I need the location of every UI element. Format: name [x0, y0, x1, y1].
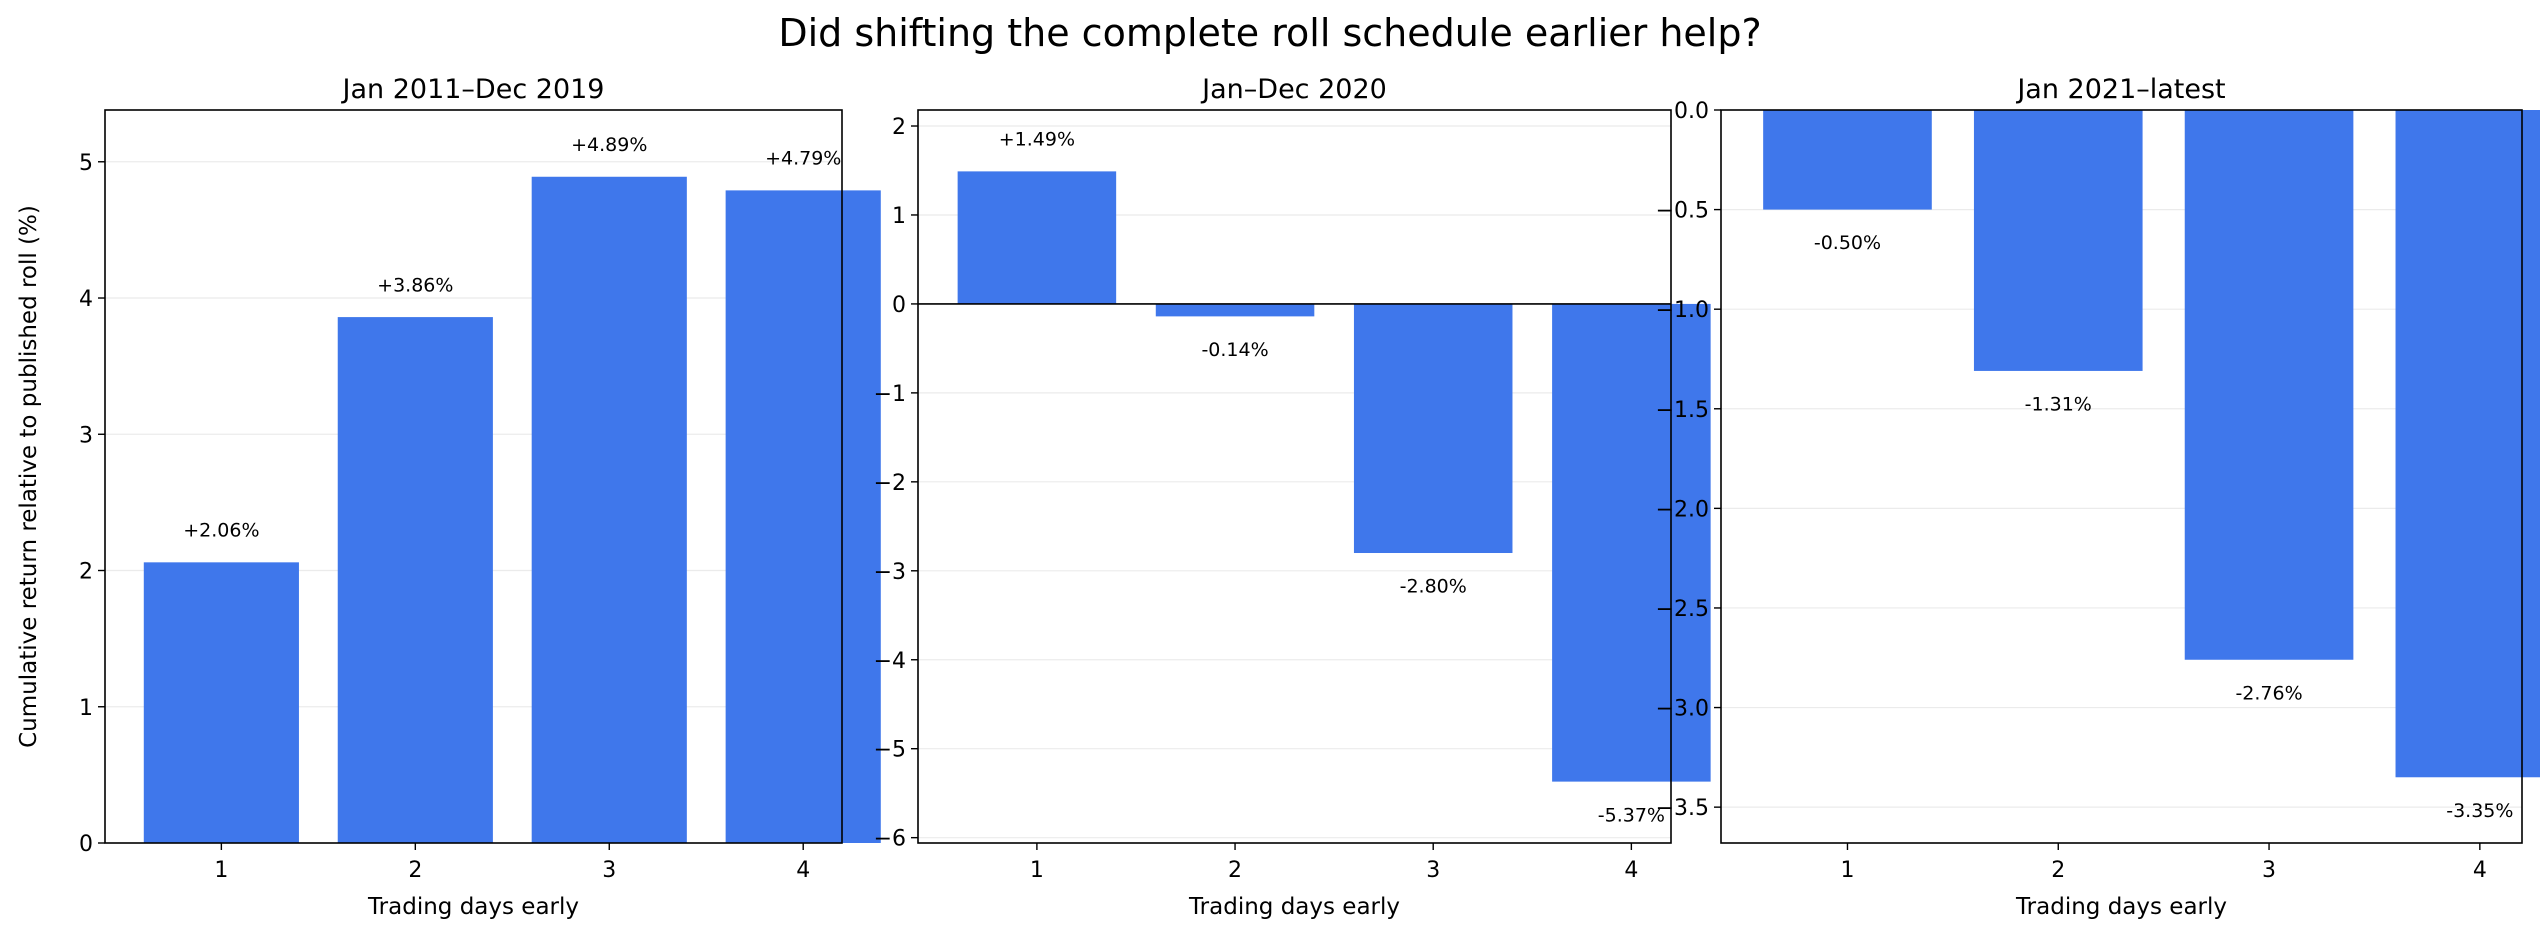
data-label-2011-2019-1: +2.06%	[183, 520, 259, 542]
ytick-label-2021-latest-0: −3.5	[1656, 796, 1709, 821]
xtick-label-2021-latest-4: 4	[2473, 858, 2487, 883]
bar-2011-2019-2	[337, 317, 493, 844]
ytick-label-2011-2019-5: 5	[79, 151, 93, 176]
xtick-label-2020-4: 4	[1624, 858, 1638, 883]
x-axis-label-2020: Trading days early	[1188, 894, 1400, 920]
bar-2011-2019-4	[725, 190, 881, 843]
ytick-label-2020-4: −2	[874, 471, 906, 496]
figure-title: Did shifting the complete roll schedule …	[778, 11, 1761, 55]
bar-2011-2019-3	[531, 176, 687, 843]
plot-frame-2020	[917, 109, 1672, 844]
plot-frame-2011-2019	[104, 109, 843, 844]
xtick-label-2011-2019-1: 1	[214, 858, 228, 883]
bar-2021-latest-1	[1763, 110, 1932, 210]
panel-2020: +1.49% -0.14% -2.80% -5.37% −6 −5 −4 −3 −2 −1 0 1 2 1…	[874, 74, 1711, 920]
ytick-label-2020-2: −4	[874, 649, 906, 674]
data-label-2021-latest-2: -1.31%	[2025, 394, 2092, 416]
bar-2020-1	[957, 171, 1117, 304]
data-label-2020-3: -2.80%	[1400, 576, 1467, 598]
data-label-2020-4: -5.37%	[1598, 804, 1665, 826]
xtick-label-2020-3: 3	[1426, 858, 1440, 883]
ytick-label-2021-latest-7: 0.0	[1674, 99, 1709, 124]
data-label-2011-2019-2: +3.86%	[377, 274, 453, 296]
data-label-2020-2: -0.14%	[1201, 339, 1268, 361]
xtick-label-2021-latest-3: 3	[2262, 858, 2276, 883]
ytick-label-2011-2019-1: 1	[79, 696, 93, 721]
ytick-label-2011-2019-0: 0	[79, 832, 93, 857]
bar-2020-4	[1552, 303, 1711, 782]
y-axis-label-2011-2019: Cumulative return relative to published …	[16, 205, 42, 748]
xtick-label-2020-2: 2	[1228, 858, 1242, 883]
xtick-label-2011-2019-3: 3	[602, 858, 616, 883]
data-label-2020-1: +1.49%	[999, 129, 1075, 151]
xtick-label-2020-1: 1	[1030, 858, 1044, 883]
bar-2020-3	[1353, 303, 1513, 554]
bar-2011-2019-1	[143, 562, 299, 843]
xtick-label-2011-2019-2: 2	[408, 858, 422, 883]
ytick-label-2020-8: 2	[892, 115, 906, 140]
ytick-label-2020-6: 0	[892, 293, 906, 318]
data-label-2011-2019-4: +4.79%	[765, 148, 841, 170]
ytick-label-2021-latest-4: −1.5	[1656, 398, 1709, 423]
ytick-label-2021-latest-2: −2.5	[1656, 597, 1709, 622]
ytick-label-2021-latest-3: −2.0	[1656, 497, 1709, 522]
data-label-2011-2019-3: +4.89%	[571, 134, 647, 156]
data-label-2021-latest-4: -3.35%	[2446, 800, 2513, 822]
bar-2021-latest-2	[1973, 110, 2143, 371]
ytick-label-2020-0: −6	[874, 827, 906, 852]
ytick-label-2011-2019-2: 2	[79, 560, 93, 585]
ytick-label-2021-latest-1: −3.0	[1656, 697, 1709, 722]
ytick-label-2021-latest-6: −0.5	[1656, 199, 1709, 224]
panel-title-2021-latest: Jan 2021–latest	[2015, 74, 2225, 105]
panel-2011-2019: +2.06% +3.86% +4.89% +4.79% 0 1 2 3 4 5 1 2 3 4 Jan 20…	[16, 74, 881, 920]
ytick-label-2011-2019-3: 3	[79, 423, 93, 448]
panel-title-2011-2019: Jan 2011–Dec 2019	[341, 74, 605, 105]
data-label-2021-latest-1: -0.50%	[1814, 232, 1881, 254]
data-label-2021-latest-3: -2.76%	[2235, 682, 2302, 704]
xtick-label-2021-latest-1: 1	[1840, 858, 1854, 883]
panel-2021-latest: -0.50% -1.31% -2.76% -3.35% −3.5 −3.0 −2.5 −2.0…	[1656, 74, 2540, 920]
bar-2021-latest-3	[2184, 110, 2354, 660]
ytick-label-2020-1: −5	[874, 738, 906, 763]
bar-2020-2	[1155, 303, 1315, 317]
panel-title-2020: Jan–Dec 2020	[1200, 74, 1387, 105]
plot-frame-2021-latest	[1720, 109, 2523, 844]
ytick-label-2020-5: −1	[874, 382, 906, 407]
xtick-label-2011-2019-4: 4	[796, 858, 810, 883]
ytick-label-2011-2019-4: 4	[79, 287, 93, 312]
ytick-label-2020-3: −3	[874, 560, 906, 585]
ytick-label-2021-latest-5: −1.0	[1656, 298, 1709, 323]
x-axis-label-2021-latest: Trading days early	[2015, 894, 2227, 920]
bar-2021-latest-4	[2395, 110, 2540, 778]
xtick-label-2021-latest-2: 2	[2051, 858, 2065, 883]
x-axis-label-2011-2019: Trading days early	[367, 894, 579, 920]
ytick-label-2020-7: 1	[892, 204, 906, 229]
